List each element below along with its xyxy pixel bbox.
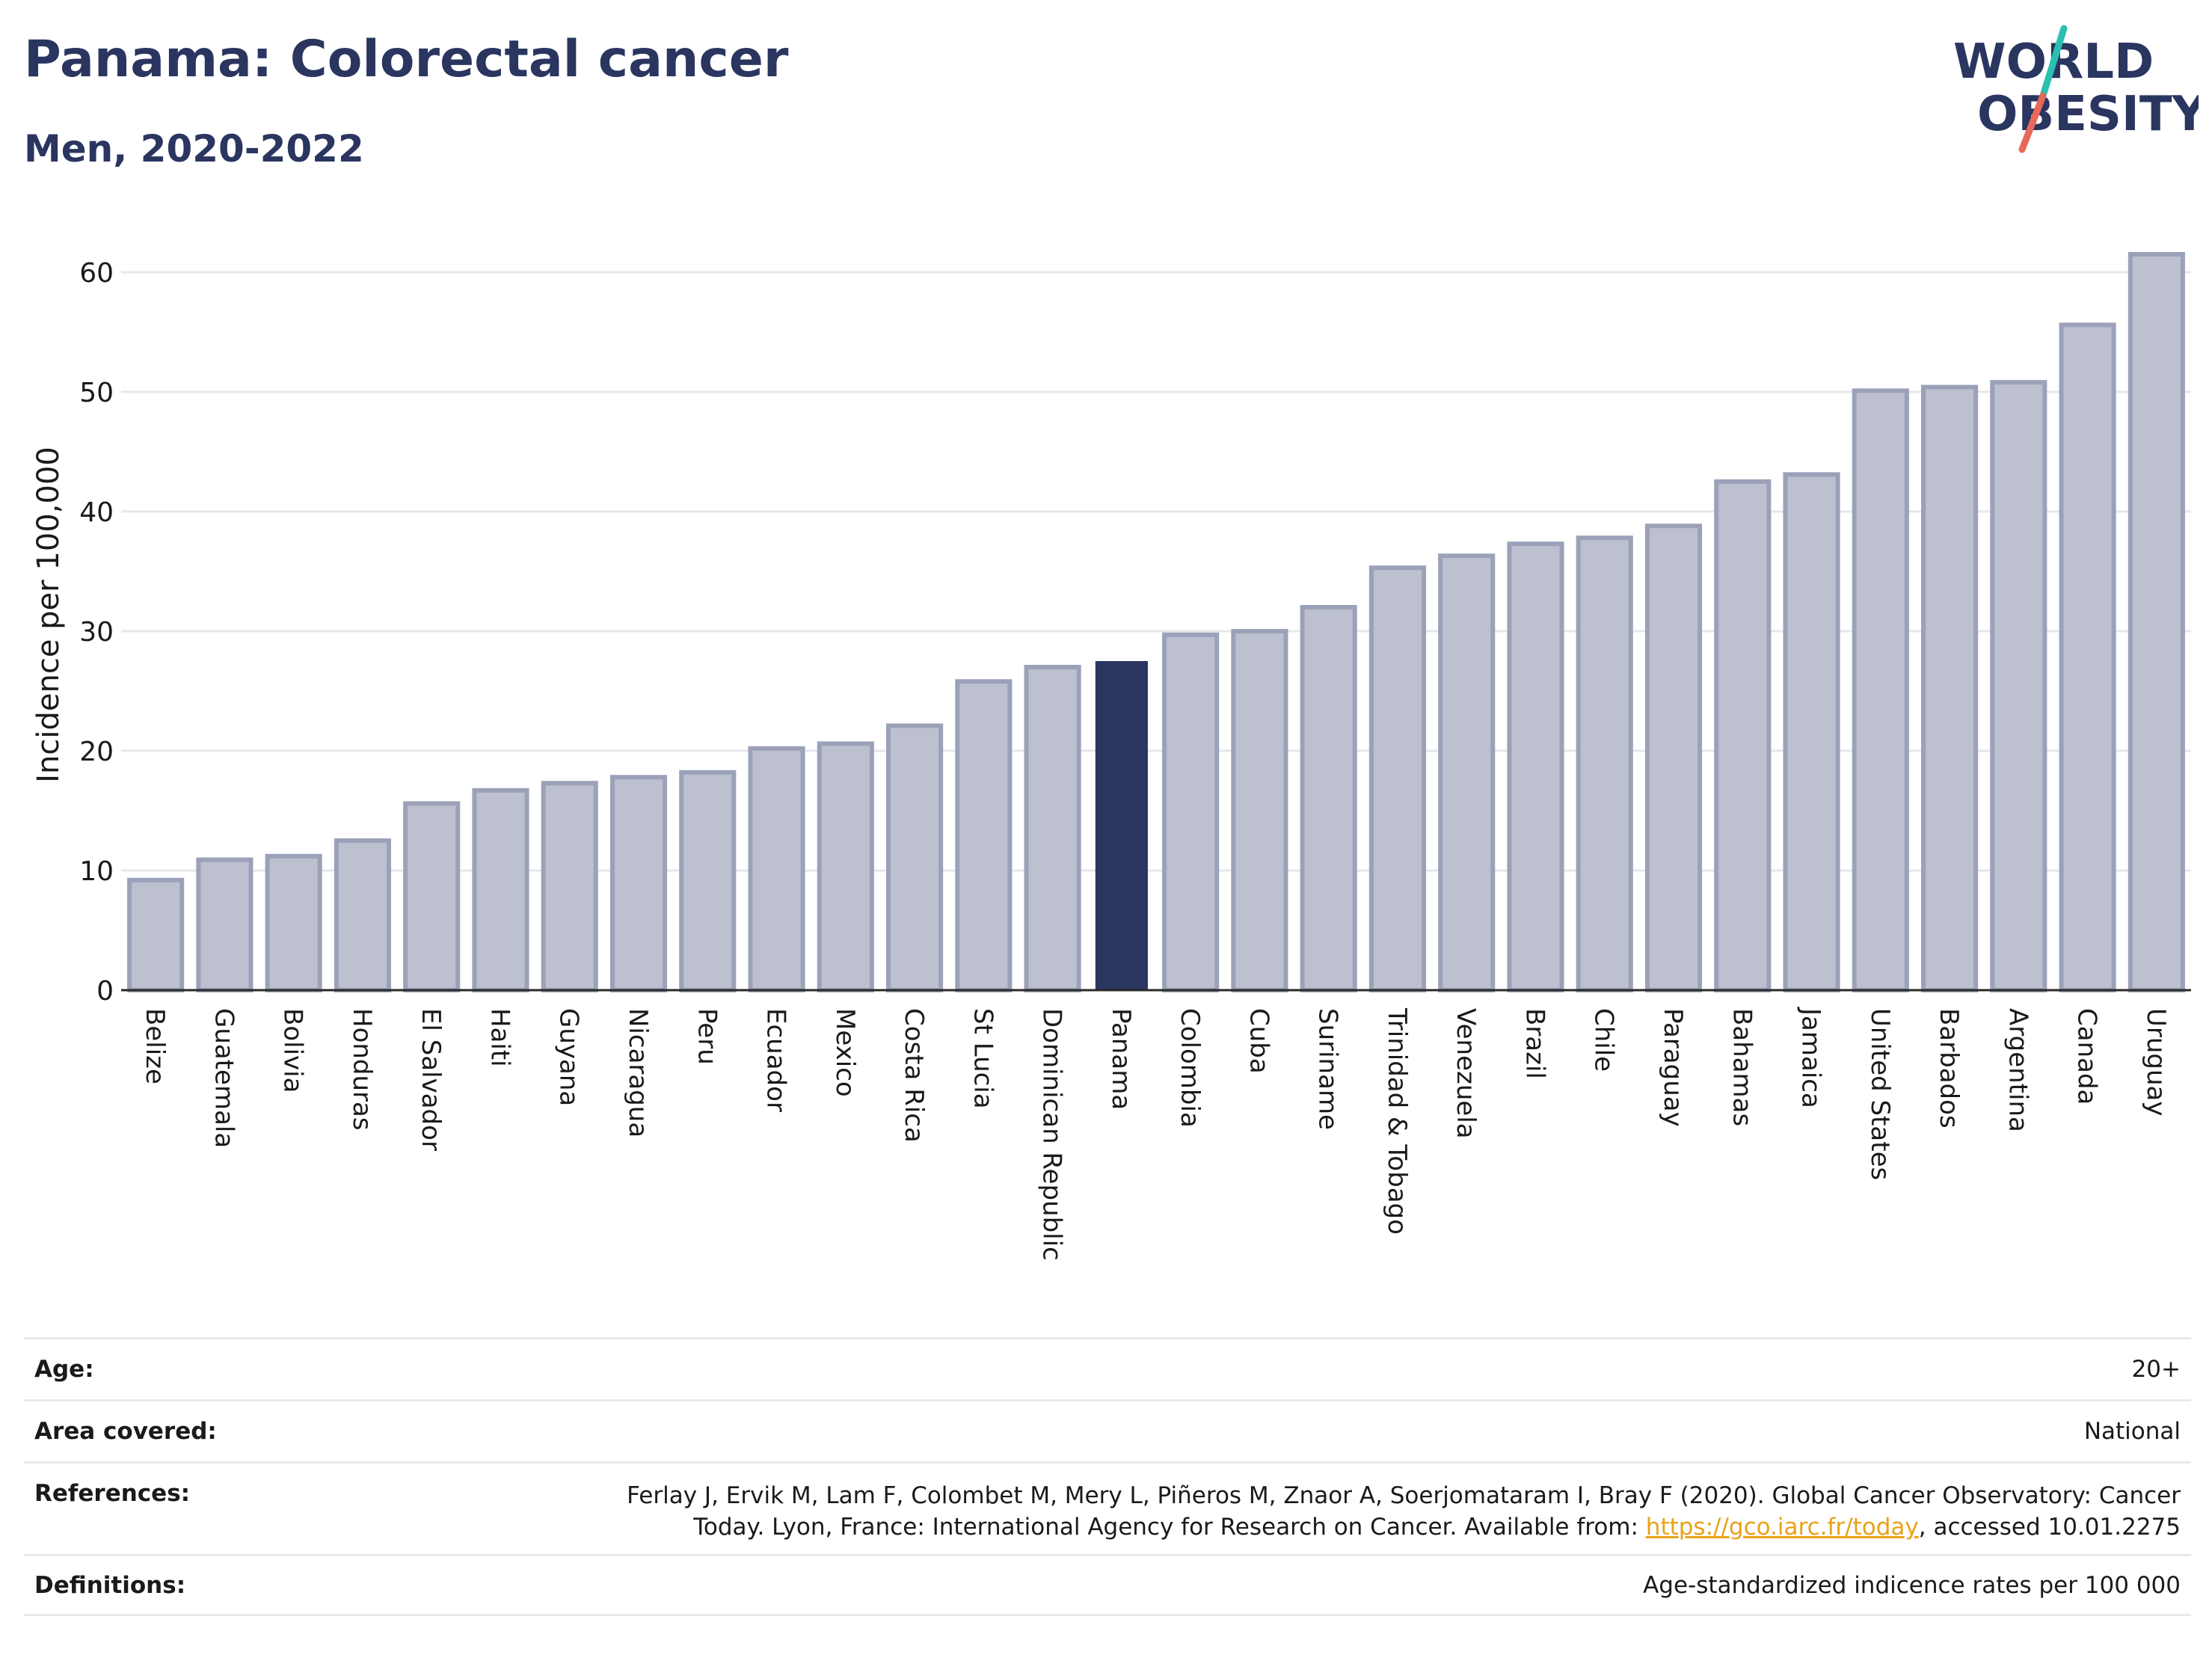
bar-honduras xyxy=(334,838,391,992)
y-tick-label: 30 xyxy=(79,617,114,648)
info-row-references: References: Ferlay J, Ervik M, Lam F, Co… xyxy=(24,1461,2191,1554)
info-row-definitions: Definitions: Age-standardized indicence … xyxy=(24,1554,2191,1616)
y-axis-label: Incidence per 100,000 xyxy=(31,446,66,783)
x-tick-label: Panama xyxy=(1106,1008,1136,1110)
logo-line2: OBESITY xyxy=(1977,87,2199,142)
axis-layer: 0 10 20 30 40 50 60 xyxy=(79,258,2191,1007)
x-tick-label: Paraguay xyxy=(1658,1008,1688,1127)
x-tick-label: Haiti xyxy=(485,1008,514,1067)
definitions-value: Age-standardized indicence rates per 100… xyxy=(1643,1571,2181,1599)
bar-haiti xyxy=(472,787,529,993)
x-tick-label: Colombia xyxy=(1175,1008,1205,1128)
x-tick-label: Mexico xyxy=(830,1008,860,1097)
bar-suriname xyxy=(1300,605,1357,992)
bar-chart: 0 10 20 30 40 50 60 Belize Guatemala Bolivia Hond… xyxy=(31,252,2191,1261)
x-tick-label: Venezuela xyxy=(1451,1008,1481,1139)
bar-nicaragua xyxy=(609,775,668,992)
x-tick-label: Brazil xyxy=(1520,1008,1549,1079)
bar-colombia xyxy=(1162,632,1220,992)
x-tick-label: Canada xyxy=(2072,1008,2102,1105)
area-label: Area covered: xyxy=(34,1418,217,1445)
bar-peru xyxy=(679,770,737,993)
bar-cuba xyxy=(1231,629,1288,992)
y-tick-label: 10 xyxy=(79,856,114,887)
bar-belize xyxy=(127,877,185,993)
logo-slash-coral xyxy=(2018,92,2047,153)
references-link[interactable]: https://gco.iarc.fr/today xyxy=(1645,1514,1919,1541)
x-tick-label: Cuba xyxy=(1244,1008,1274,1074)
x-tick-label: Peru xyxy=(692,1008,722,1065)
bar-costa-rica xyxy=(886,723,944,993)
bar-argentina xyxy=(1990,380,2047,992)
bar-chile xyxy=(1576,535,1633,992)
x-tick-label: Argentina xyxy=(2003,1008,2033,1132)
x-tick-label: Ecuador xyxy=(761,1008,791,1112)
bar-bolivia xyxy=(265,853,322,993)
info-row-area: Area covered: National xyxy=(24,1399,2191,1461)
grid-layer xyxy=(121,271,2191,872)
references-label: References: xyxy=(34,1480,191,1507)
age-label: Age: xyxy=(34,1356,94,1383)
x-tick-label: Uruguay xyxy=(2141,1008,2171,1117)
x-tick-label: Costa Rica xyxy=(899,1008,929,1143)
world-obesity-logo: WORLD OBESITY xyxy=(1953,25,2199,153)
info-row-age: Age: 20+ xyxy=(24,1337,2191,1399)
page-title: Panama: Colorectal cancer xyxy=(24,30,789,89)
references-value: Ferlay J, Ervik M, Lam F, Colombet M, Me… xyxy=(627,1480,2191,1543)
bar-st-lucia xyxy=(955,679,1013,992)
x-tick-label: St Lucia xyxy=(968,1008,998,1109)
page-subtitle: Men, 2020-2022 xyxy=(24,127,364,171)
x-tick-label: Dominican Republic xyxy=(1037,1008,1067,1261)
bar-dominican-republic xyxy=(1024,665,1081,992)
x-tick-label: Bolivia xyxy=(278,1008,308,1093)
bar-united-states xyxy=(1852,388,1909,992)
x-tick-label: Guyana xyxy=(554,1008,584,1106)
bar-venezuela xyxy=(1438,553,1496,992)
y-tick-label: 20 xyxy=(79,737,114,767)
x-tick-label: Barbados xyxy=(1934,1008,1964,1129)
bar-guyana xyxy=(541,781,598,992)
y-tick-label: 50 xyxy=(79,378,114,408)
x-tick-label: Honduras xyxy=(347,1008,377,1131)
area-value: National xyxy=(2083,1418,2181,1445)
bar-bahamas xyxy=(1714,479,1772,992)
x-tick-label: Trinidad & Tobago xyxy=(1382,1007,1412,1235)
bar-uruguay xyxy=(2127,252,2185,992)
x-tick-label: Chile xyxy=(1589,1008,1619,1072)
info-table: Age: 20+ Area covered: National Referenc… xyxy=(24,1337,2191,1616)
logo-slash-teal xyxy=(2039,25,2068,99)
bar-paraguay xyxy=(1644,523,1703,992)
bar-barbados xyxy=(1921,384,1979,992)
references-line1: Ferlay J, Ervik M, Lam F, Colombet M, Me… xyxy=(627,1482,2181,1509)
bar-canada xyxy=(2059,322,2116,992)
bar-mexico xyxy=(817,741,874,993)
bar-el-salvador xyxy=(403,801,461,993)
y-tick-label: 40 xyxy=(79,497,114,528)
bar-layer xyxy=(127,252,2185,993)
x-tick-label: Guatemala xyxy=(209,1008,239,1148)
x-tick-label: El Salvador xyxy=(416,1008,446,1151)
y-tick-label: 60 xyxy=(79,258,114,289)
x-tick-label: Suriname xyxy=(1313,1008,1343,1130)
bar-guatemala xyxy=(196,857,254,992)
y-tick-label: 0 xyxy=(96,976,114,1007)
definitions-label: Definitions: xyxy=(34,1571,186,1599)
x-tick-label: United States xyxy=(1865,1008,1895,1180)
bar-panama xyxy=(1095,661,1148,990)
references-line2-post: , accessed 10.01.2275 xyxy=(1918,1514,2181,1541)
bar-jamaica xyxy=(1783,472,1840,992)
x-tick-label: Bahamas xyxy=(1727,1008,1757,1126)
bar-brazil xyxy=(1507,541,1564,992)
references-line2-pre: Today. Lyon, France: International Agenc… xyxy=(693,1514,1646,1541)
label-layer: Belize Guatemala Bolivia Honduras El Salvado… xyxy=(140,1007,2171,1261)
x-tick-label: Jamaica xyxy=(1796,1007,1826,1108)
age-value: 20+ xyxy=(2131,1356,2181,1383)
bar-trinidad-tobago xyxy=(1368,565,1426,992)
x-tick-label: Belize xyxy=(140,1008,170,1084)
bar-ecuador xyxy=(748,746,805,992)
x-tick-label: Nicaragua xyxy=(623,1008,653,1137)
